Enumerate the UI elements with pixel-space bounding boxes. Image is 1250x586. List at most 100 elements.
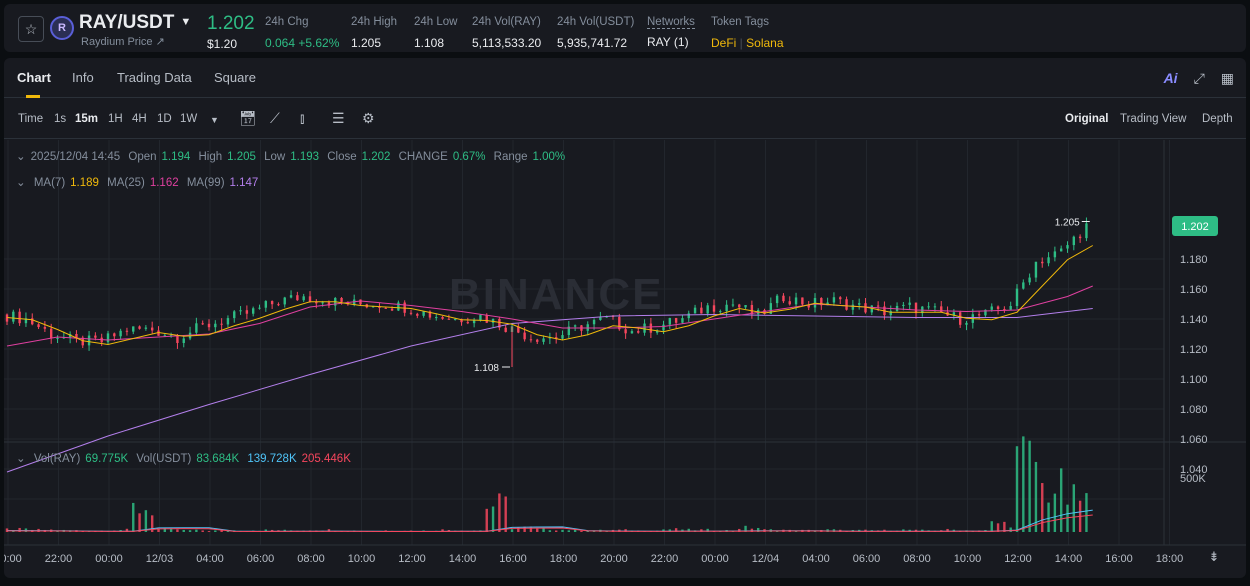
candle-body (1028, 277, 1031, 283)
candle-body (491, 318, 495, 323)
volume-bar (125, 528, 129, 532)
volume-tick: 500K (1180, 473, 1206, 485)
candle-body (157, 330, 160, 336)
candle-body (169, 335, 173, 337)
ma99-line (6, 308, 1093, 473)
time-tick: 12:00 (398, 553, 426, 565)
tag-defi[interactable]: DeFi (711, 36, 737, 50)
volume-bar (201, 530, 204, 532)
candle-body (195, 323, 198, 333)
calendar-icon[interactable]: 📅︎ (239, 110, 257, 126)
indicator-icon[interactable]: ⟋ (270, 110, 280, 126)
time-tick: 08:00 (297, 553, 325, 565)
volume-bar (1059, 468, 1063, 532)
candle-body (618, 316, 621, 330)
volume-bar (510, 529, 514, 532)
interval-dropdown-icon[interactable]: ▼ (210, 115, 219, 125)
volume-bar (195, 529, 198, 532)
candle-body (674, 318, 678, 323)
candle-body (1041, 261, 1044, 264)
candle-body (731, 304, 735, 306)
candle-body (902, 304, 905, 306)
candle-body (712, 305, 716, 312)
candle-body (1009, 306, 1012, 310)
volume-bar (132, 502, 135, 532)
interval-1d[interactable]: 1D (157, 113, 172, 125)
candle-body (573, 325, 577, 327)
volume-bar (163, 527, 167, 532)
candle-body (1047, 257, 1050, 264)
volume-bar (504, 496, 507, 532)
volume-bar (226, 530, 230, 532)
time-tick: 10:00 (954, 553, 982, 565)
view-depth[interactable]: Depth (1202, 113, 1233, 125)
chart-canvas[interactable]: 1.180 1.160 1.140 1.120 1.100 1.080 1.060 1.040… (4, 140, 1246, 578)
tab-trading-data[interactable]: Trading Data (117, 70, 192, 85)
candle-body (479, 314, 482, 321)
candle-body (662, 324, 665, 331)
volume-bar (327, 529, 331, 532)
candle-type-icon[interactable]: ⫾ (300, 110, 305, 126)
favorite-star-icon[interactable]: ☆ (18, 16, 44, 42)
candle-body (24, 318, 28, 324)
candle-body (1059, 248, 1063, 252)
tab-bar: Chart Info Trading Data Square Ai ⤢ ▦ (4, 58, 1246, 98)
price-tick: 1.140 (1180, 314, 1208, 326)
candle-body (233, 311, 236, 319)
time-tick: 00:00 (701, 553, 729, 565)
expand-icon[interactable]: ⤢ (1193, 70, 1205, 86)
candlestick-chart[interactable]: BINANCE 1.180 1.160 1.140 1.120 1.100 1.080 1.… (4, 140, 1246, 578)
interval-1h[interactable]: 1H (108, 113, 123, 125)
candle-body (390, 308, 394, 311)
pair-selector[interactable]: RAY/USDT ▼ (79, 12, 191, 34)
view-trading-view[interactable]: Trading View (1120, 113, 1187, 125)
candle-body (990, 306, 993, 310)
interval-15m[interactable]: 15m (75, 113, 99, 125)
candle-body (554, 337, 558, 339)
volume-bar (946, 528, 949, 532)
candle-body (397, 302, 400, 311)
view-original[interactable]: Original (1065, 113, 1109, 125)
ohlc-row: ⌄ 2025/12/04 14:45 Open 1.194 High 1.205 Lo… (16, 151, 566, 163)
volume-bar (548, 530, 552, 532)
candle-body (207, 323, 211, 328)
interval-4h[interactable]: 4H (132, 113, 147, 125)
volume-bar (138, 513, 141, 532)
grid-layout-icon[interactable]: ▦ (1220, 70, 1234, 86)
candle-body (226, 318, 230, 325)
candle-body (857, 303, 861, 305)
volume-bar (169, 528, 173, 532)
stat-24h-low: 24h Low 1.108 (414, 16, 458, 50)
volume-bar (561, 529, 564, 532)
drawing-tools-icon[interactable]: ☰ (332, 110, 345, 126)
candle-body (839, 297, 842, 300)
stat-networks[interactable]: Networks RAY (1) (647, 16, 695, 49)
candle-body (655, 330, 659, 333)
volume-bar (1015, 446, 1019, 532)
tab-chart[interactable]: Chart (17, 70, 51, 85)
interval-1w[interactable]: 1W (180, 113, 198, 125)
tag-solana[interactable]: Solana (746, 36, 784, 50)
candle-body (643, 323, 646, 333)
ma-row: ⌄ MA(7) 1.189 MA(25) 1.162 MA(99) 1.147 (16, 177, 259, 189)
candle-body (782, 295, 785, 302)
stat-24h-vol-usdt: 24h Vol(USDT) 5,935,741.72 (557, 16, 635, 50)
tab-square[interactable]: Square (214, 70, 256, 85)
candle-body (933, 306, 937, 308)
tab-info[interactable]: Info (72, 70, 94, 85)
settings-icon[interactable]: ⚙ (362, 110, 375, 126)
volume-bar (1009, 527, 1012, 532)
candle-body (31, 318, 34, 325)
candle-body (296, 295, 299, 301)
pair-name: RAY/USDT (79, 12, 175, 33)
volume-bar (674, 528, 678, 532)
raydium-price-link[interactable]: Raydium Price ↗ (81, 36, 165, 48)
time-tick: 14:00 (449, 553, 477, 565)
candle-body (472, 320, 476, 324)
volume-bar (188, 530, 192, 532)
candle-body (214, 323, 217, 328)
interval-1s[interactable]: 1s (54, 113, 67, 125)
volume-bar (662, 529, 665, 532)
volume-bar (1066, 504, 1069, 532)
ai-icon[interactable]: Ai (1163, 70, 1178, 86)
